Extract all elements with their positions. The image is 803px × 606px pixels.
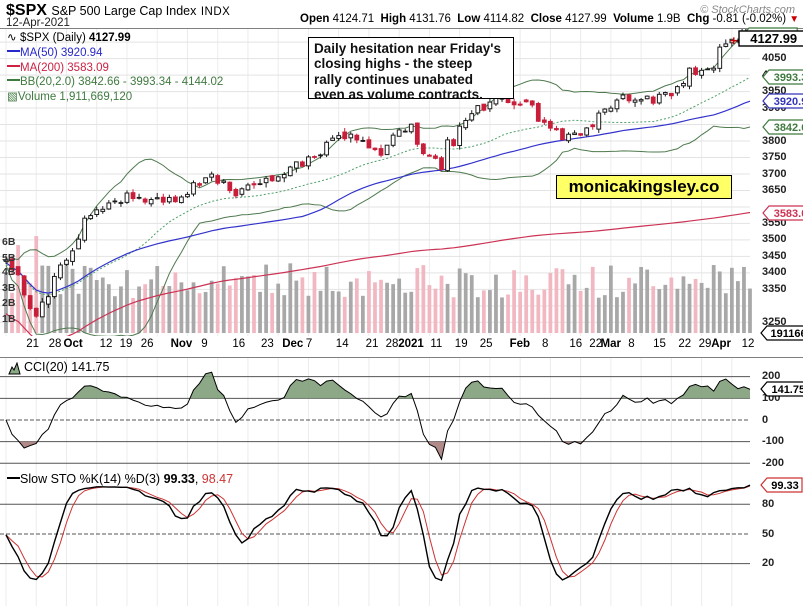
svg-text:3993.34: 3993.34 [774,72,803,84]
svg-text:3842.66: 3842.66 [774,122,803,134]
svg-text:99.33: 99.33 [771,480,799,492]
svg-text:141.75: 141.75 [771,384,803,396]
svg-text:4127.99: 4127.99 [750,31,797,46]
svg-text:3583.09: 3583.09 [774,207,803,219]
svg-text:3920.94: 3920.94 [774,96,803,108]
